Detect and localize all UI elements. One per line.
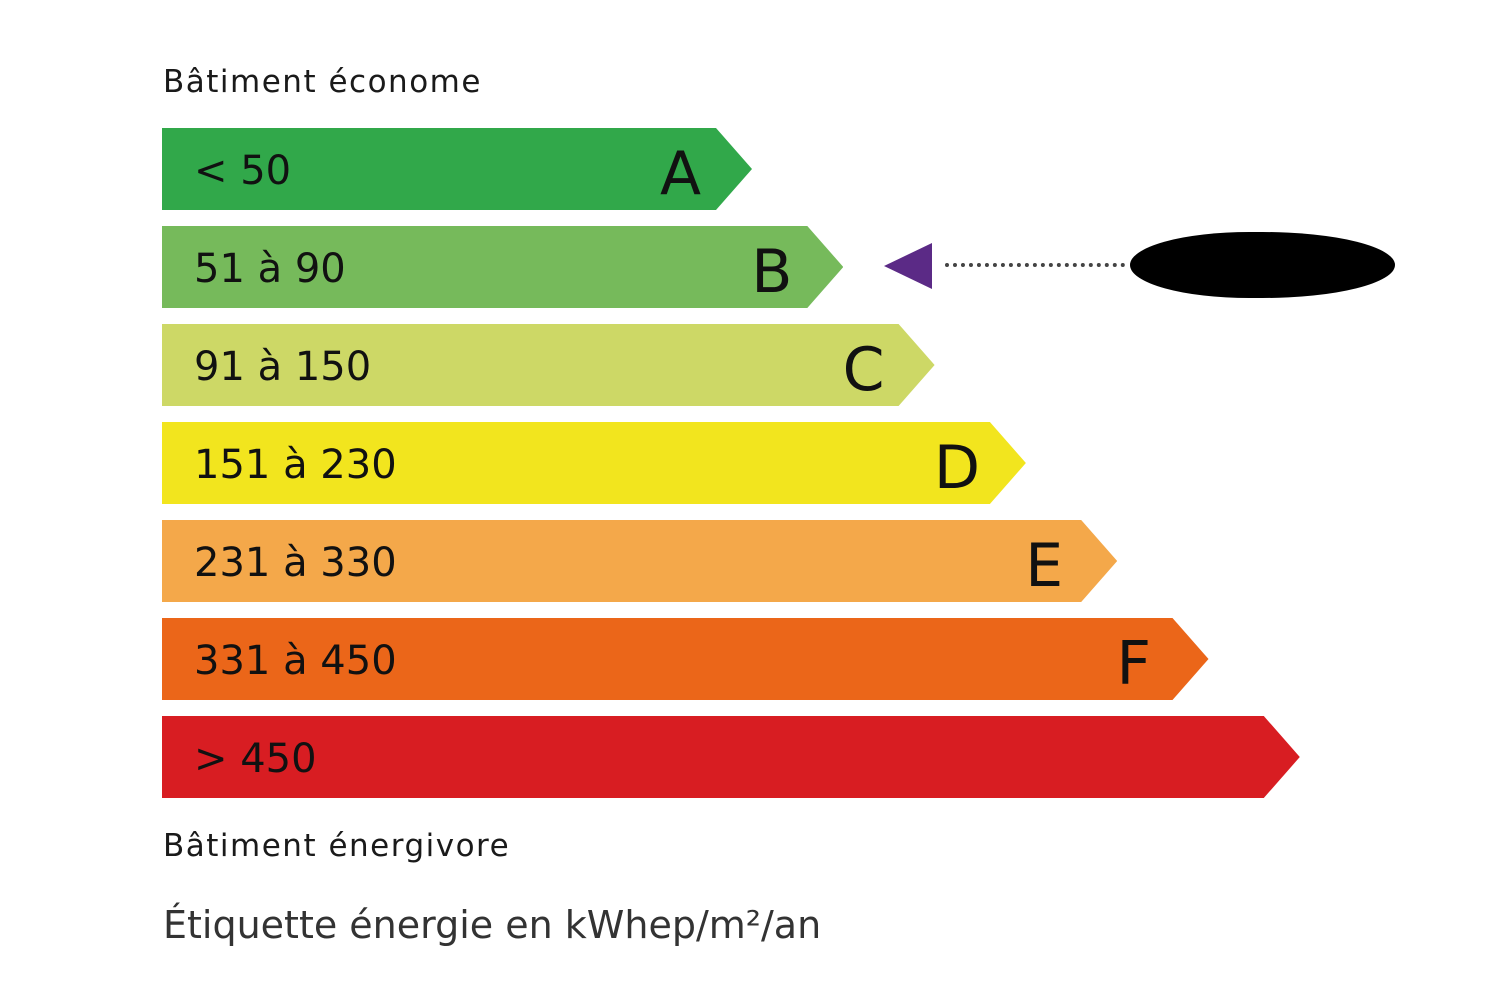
class-range: 151 à 230: [194, 442, 397, 488]
class-range: 231 à 330: [194, 540, 397, 586]
redacted-value: [1130, 232, 1395, 298]
indicator-arrow-icon: [884, 243, 932, 289]
energy-class-bar: 51 à 90 B: [162, 226, 844, 308]
energy-class-bar: 91 à 150 C: [162, 324, 935, 406]
bottom-label: Bâtiment énergivore: [163, 828, 511, 864]
energy-class-bar: < 50 A: [162, 128, 752, 210]
energy-class-bar: 151 à 230 D: [162, 422, 1026, 504]
class-letter: A: [660, 139, 702, 209]
energy-class-bar: > 450: [162, 716, 1300, 798]
class-range: 331 à 450: [194, 638, 397, 684]
class-range: > 450: [194, 736, 317, 782]
caption: Étiquette énergie en kWhep/m²/an: [163, 903, 822, 947]
indicator-dotted-line: [945, 263, 1125, 267]
class-letter: E: [1025, 531, 1064, 601]
class-letter: B: [751, 237, 793, 307]
class-letter: F: [1116, 629, 1152, 699]
class-range: 91 à 150: [194, 344, 372, 390]
class-letter: D: [933, 433, 981, 503]
class-letter: C: [842, 335, 885, 405]
class-range: 51 à 90: [194, 246, 346, 292]
top-label: Bâtiment économe: [163, 64, 482, 100]
energy-class-bar: 331 à 450 F: [162, 618, 1209, 700]
class-range: < 50: [194, 148, 292, 194]
energy-class-bar: 231 à 330 E: [162, 520, 1118, 602]
